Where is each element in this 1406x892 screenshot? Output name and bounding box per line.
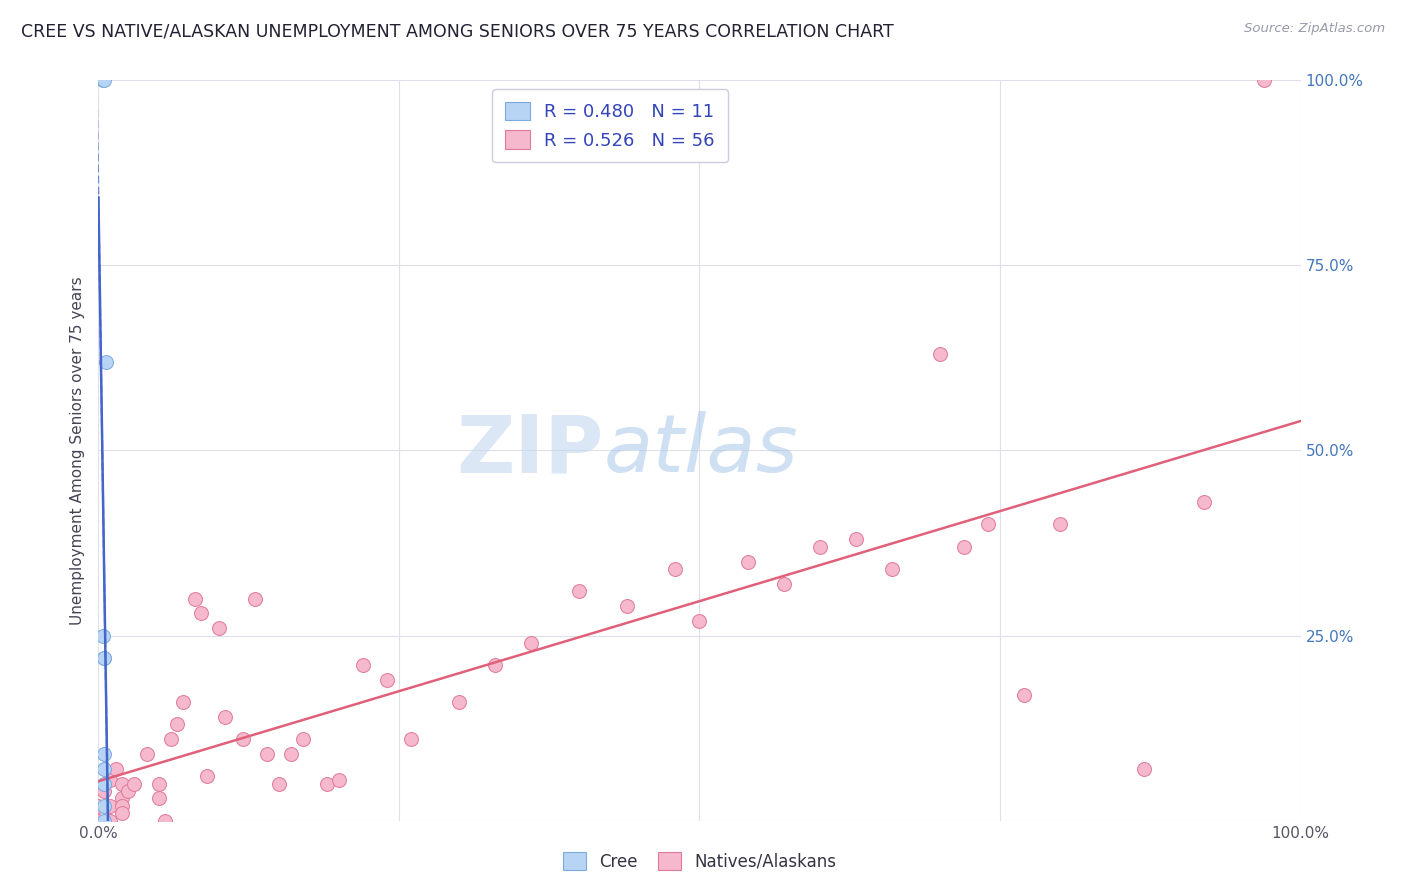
Legend: Cree, Natives/Alaskans: Cree, Natives/Alaskans bbox=[554, 844, 845, 879]
Point bbox=[447, 695, 470, 709]
Point bbox=[1012, 688, 1035, 702]
Point bbox=[267, 776, 290, 791]
Point bbox=[172, 695, 194, 709]
Point bbox=[845, 533, 868, 547]
Point bbox=[100, 772, 122, 787]
Point bbox=[93, 747, 115, 761]
Point bbox=[256, 747, 278, 761]
Point bbox=[1133, 762, 1156, 776]
Point bbox=[100, 798, 122, 813]
Point bbox=[737, 555, 759, 569]
Point bbox=[977, 517, 1000, 532]
Point bbox=[93, 650, 115, 665]
Point bbox=[93, 650, 115, 665]
Point bbox=[208, 621, 231, 635]
Point bbox=[953, 540, 976, 554]
Point bbox=[166, 717, 188, 731]
Text: ZIP: ZIP bbox=[456, 411, 603, 490]
Point bbox=[87, 814, 110, 828]
Point bbox=[93, 784, 115, 798]
Point bbox=[214, 710, 236, 724]
Point bbox=[105, 762, 128, 776]
Point bbox=[148, 791, 170, 805]
Point bbox=[1194, 495, 1216, 509]
Point bbox=[111, 791, 134, 805]
Point bbox=[195, 769, 218, 783]
Point bbox=[243, 591, 266, 606]
Point bbox=[100, 814, 122, 828]
Point bbox=[148, 776, 170, 791]
Point bbox=[94, 354, 117, 368]
Point bbox=[568, 584, 591, 599]
Text: CREE VS NATIVE/ALASKAN UNEMPLOYMENT AMONG SENIORS OVER 75 YEARS CORRELATION CHAR: CREE VS NATIVE/ALASKAN UNEMPLOYMENT AMON… bbox=[21, 22, 894, 40]
Point bbox=[111, 806, 134, 821]
Point bbox=[1049, 517, 1071, 532]
Point bbox=[87, 798, 110, 813]
Point bbox=[93, 776, 115, 791]
Point bbox=[111, 776, 134, 791]
Point bbox=[772, 576, 794, 591]
Point bbox=[124, 776, 146, 791]
Point bbox=[328, 772, 350, 787]
Point bbox=[93, 814, 115, 828]
Point bbox=[93, 762, 115, 776]
Point bbox=[153, 814, 176, 828]
Point bbox=[135, 747, 157, 761]
Point bbox=[484, 658, 506, 673]
Point bbox=[880, 562, 903, 576]
Y-axis label: Unemployment Among Seniors over 75 years: Unemployment Among Seniors over 75 years bbox=[70, 277, 86, 624]
Point bbox=[315, 776, 337, 791]
Point bbox=[232, 732, 254, 747]
Point bbox=[190, 607, 212, 621]
Point bbox=[91, 73, 114, 87]
Point bbox=[93, 73, 115, 87]
Point bbox=[159, 732, 181, 747]
Point bbox=[93, 798, 115, 813]
Point bbox=[616, 599, 638, 613]
Point bbox=[183, 591, 205, 606]
Point bbox=[91, 629, 114, 643]
Point bbox=[928, 347, 950, 361]
Point bbox=[280, 747, 302, 761]
Point bbox=[808, 540, 831, 554]
Point bbox=[664, 562, 686, 576]
Point bbox=[117, 784, 139, 798]
Point bbox=[375, 673, 398, 687]
Point bbox=[689, 614, 711, 628]
Point bbox=[399, 732, 422, 747]
Point bbox=[291, 732, 314, 747]
Point bbox=[1253, 73, 1275, 87]
Text: Source: ZipAtlas.com: Source: ZipAtlas.com bbox=[1244, 22, 1385, 36]
Point bbox=[111, 798, 134, 813]
Point bbox=[520, 636, 543, 650]
Text: atlas: atlas bbox=[603, 411, 799, 490]
Point bbox=[352, 658, 374, 673]
